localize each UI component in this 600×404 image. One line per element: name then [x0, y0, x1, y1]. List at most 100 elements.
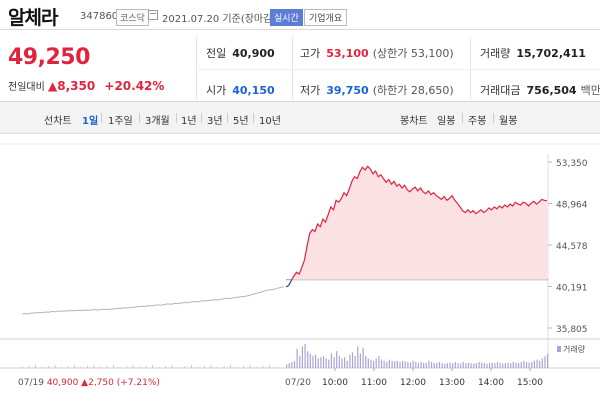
divider: [470, 37, 471, 99]
volume-bar: [296, 348, 298, 368]
prev-day-summary-part: ▲: [81, 378, 88, 388]
volume-bar: [333, 357, 335, 368]
y-tick-label: 48,964: [556, 200, 588, 210]
volume-bar: [446, 363, 448, 368]
tab-weekly-candle[interactable]: 주봉: [468, 116, 487, 127]
price-change: 전일대비 ▲8,350 +20.42%: [8, 78, 164, 93]
stock-name: 알체라: [8, 7, 58, 29]
volume-bar: [438, 362, 441, 368]
company-info-button[interactable]: 기업개요: [304, 9, 348, 26]
volume-bar: [483, 363, 485, 368]
volume-bar: [375, 358, 377, 368]
prev-volume-bar: [106, 366, 108, 368]
tab-separator: [253, 113, 254, 123]
volume-bar: [481, 362, 483, 368]
volume-bar: [457, 363, 459, 368]
tab-separator: [101, 113, 102, 123]
volume-bar: [444, 363, 446, 368]
volume-bar: [359, 353, 361, 368]
tab-5year[interactable]: 5년: [233, 116, 249, 127]
amount-unit: 백만: [580, 84, 600, 97]
market-badge: 코스닥: [116, 9, 149, 26]
prev-volume-bar: [236, 367, 238, 368]
volume-bar: [383, 360, 385, 368]
prev-volume-bar: [100, 367, 101, 368]
volume-bar: [346, 360, 348, 368]
volume-bar: [386, 362, 388, 368]
price-area-fill: [286, 166, 547, 280]
realtime-button[interactable]: 실시간: [270, 9, 303, 26]
low-value: 39,750: [326, 84, 369, 97]
volume-bar: [536, 359, 538, 368]
volume-legend-swatch: [557, 346, 561, 352]
x-tick-label: 07/20: [285, 378, 311, 388]
volume-bar: [351, 352, 354, 368]
amount-value: 756,504: [526, 84, 577, 97]
prev-volume-bar: [217, 367, 218, 368]
stock-header: 알체라 347860 코스닥 2021.07.20 기준(장마감) 실시간 기업…: [0, 0, 600, 30]
prev-day-summary-part: (+7.21%): [117, 378, 160, 388]
stock-code: 347860: [80, 11, 119, 22]
volume-bar: [409, 362, 412, 368]
x-tick-label: 11:00: [361, 378, 387, 388]
volume: 거래량 15,702,411: [480, 45, 586, 61]
up-arrow-icon: ▲: [48, 79, 58, 93]
tab-1year[interactable]: 1년: [181, 116, 197, 127]
volume-bar: [402, 360, 404, 368]
tab-1day[interactable]: 1일: [82, 116, 99, 127]
x-tick-label: 12:00: [400, 378, 426, 388]
volume-bar: [496, 362, 499, 368]
volume-bar: [307, 351, 309, 368]
volume-bar: [499, 363, 501, 368]
calendar-icon: [148, 10, 158, 20]
volume-bar: [328, 359, 330, 368]
volume-bar: [539, 360, 541, 368]
tab-monthly-candle[interactable]: 월봉: [499, 116, 518, 127]
reference-date: 2021.07.20 기준(장마감): [162, 14, 277, 25]
tab-1week[interactable]: 1주일: [108, 116, 133, 127]
tab-3year[interactable]: 3년: [207, 116, 223, 127]
volume-bar: [407, 362, 409, 368]
price-panel: 49,250 전일대비 ▲8,350 +20.42% 전일 40,900 고가 53…: [0, 31, 600, 102]
volume-bar: [544, 356, 546, 368]
tab-3month[interactable]: 3개월: [145, 116, 170, 127]
change-rate: +20.42%: [104, 79, 165, 93]
tab-10year[interactable]: 10년: [259, 116, 281, 127]
volume-bar: [533, 360, 535, 368]
volume-bar: [338, 356, 340, 368]
volume-bar: [452, 363, 454, 368]
x-tick-label: 14:00: [478, 378, 504, 388]
tab-separator: [176, 113, 177, 123]
volume-bar: [291, 362, 293, 368]
prev-volume-bar: [28, 366, 30, 368]
prev-day-summary-part: 40,900: [47, 378, 81, 388]
prev-volume-bar: [113, 365, 114, 368]
price-chart[interactable]: 53,350 48,964 44,578 40,191 35,805 거래량 07/20 10…: [0, 134, 600, 404]
volume-bar: [415, 362, 417, 368]
volume-bar: [349, 354, 351, 368]
tab-daily-candle[interactable]: 일봉: [437, 116, 456, 127]
volume-bar: [396, 360, 398, 368]
volume-bar: [486, 363, 488, 368]
open-price: 시가 40,150: [206, 82, 275, 98]
volume-bar: [475, 363, 477, 368]
prev-volume-bar: [249, 365, 251, 368]
open-label: 시가: [206, 84, 227, 97]
volume-bar: [325, 358, 327, 368]
volume-bar: [320, 357, 322, 368]
volume-bar: [367, 358, 369, 368]
high-price: 고가 53,100 (상한가 53,100): [300, 45, 454, 61]
high-label: 고가: [300, 47, 321, 60]
change-label: 전일대비: [8, 82, 45, 93]
volume-bar: [425, 363, 427, 368]
volume-bar: [417, 363, 419, 368]
volume-bar: [299, 356, 301, 368]
prev-volume-bar: [262, 366, 264, 368]
prev-volume-bar: [269, 365, 270, 368]
prev-volume-bar: [87, 366, 88, 368]
volume-bar: [330, 353, 332, 368]
volume-bar: [322, 356, 325, 368]
volume-bar: [315, 354, 317, 368]
prev-volume-bar: [210, 365, 212, 368]
volume-bar: [301, 346, 303, 368]
